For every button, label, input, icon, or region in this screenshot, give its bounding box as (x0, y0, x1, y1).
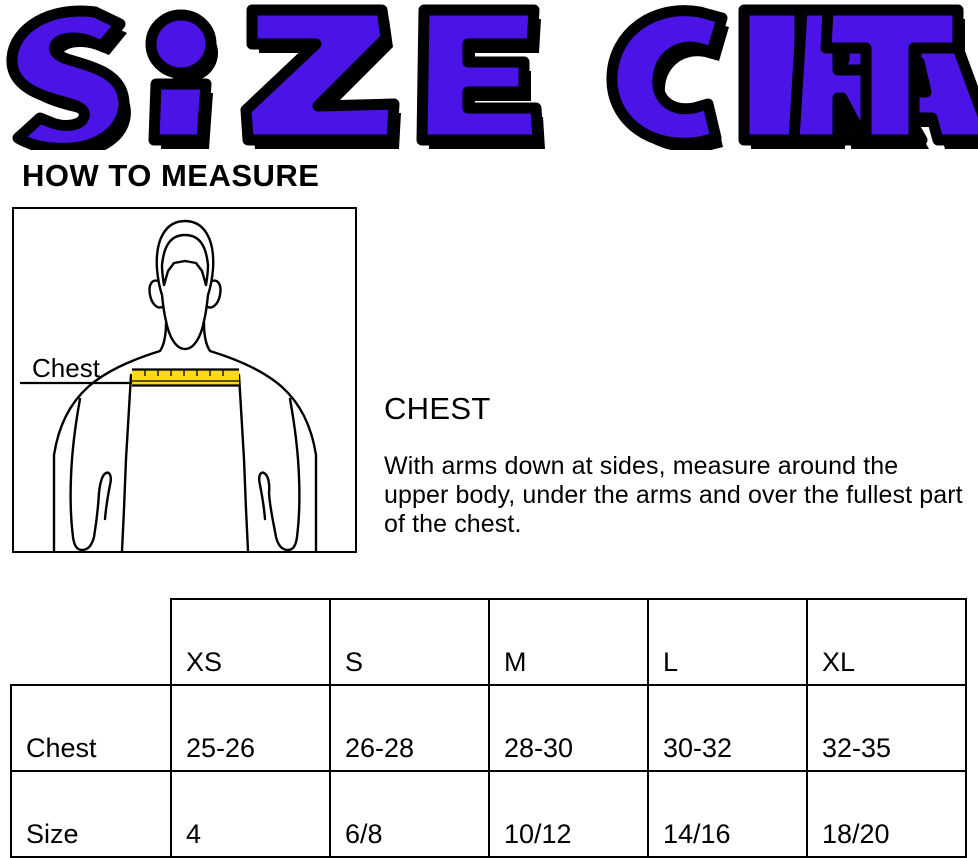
cell-chest-m: 28-30 (488, 684, 649, 772)
row-label-chest: Chest (10, 684, 172, 772)
table-row: Size 4 6/8 10/12 14/16 18/20 (10, 770, 967, 858)
cell-size-xs: 4 (170, 770, 331, 858)
cell-size-m: 10/12 (488, 770, 649, 858)
size-chart-title-graphic: .tl-shadow { fill:#000000; } .tl-fill { … (6, 4, 978, 150)
chest-section-heading: CHEST (384, 391, 491, 426)
cell-chest-l: 30-32 (647, 684, 808, 772)
row-label-size: Size (10, 770, 172, 858)
table-header-xs: XS (170, 598, 331, 686)
table-corner-cell (11, 599, 171, 685)
page-title: .tl-shadow { fill:#000000; } .tl-fill { … (0, 0, 978, 150)
body-figure-diagram: Chest (20, 219, 318, 551)
size-table: XS S M L XL Chest 25-26 26-28 28-30 30-3… (10, 598, 967, 858)
measuring-tape-icon (132, 368, 239, 387)
cell-chest-xl: 32-35 (806, 684, 967, 772)
cell-size-s: 6/8 (329, 770, 490, 858)
table-header-s: S (329, 598, 490, 686)
table-header-xl: XL (806, 598, 967, 686)
table-header-l: L (647, 598, 808, 686)
cell-size-xl: 18/20 (806, 770, 967, 858)
cell-chest-xs: 25-26 (170, 684, 331, 772)
how-to-measure-heading: HOW TO MEASURE (22, 158, 320, 193)
table-header-m: M (488, 598, 649, 686)
measurement-illustration-box: Chest (12, 207, 357, 553)
chest-measure-label: Chest (32, 353, 101, 383)
table-header-row: XS S M L XL (11, 598, 967, 686)
chest-section-description: With arms down at sides, measure around … (384, 452, 963, 538)
cell-size-l: 14/16 (647, 770, 808, 858)
cell-chest-s: 26-28 (329, 684, 490, 772)
table-row: Chest 25-26 26-28 28-30 30-32 32-35 (10, 684, 967, 772)
